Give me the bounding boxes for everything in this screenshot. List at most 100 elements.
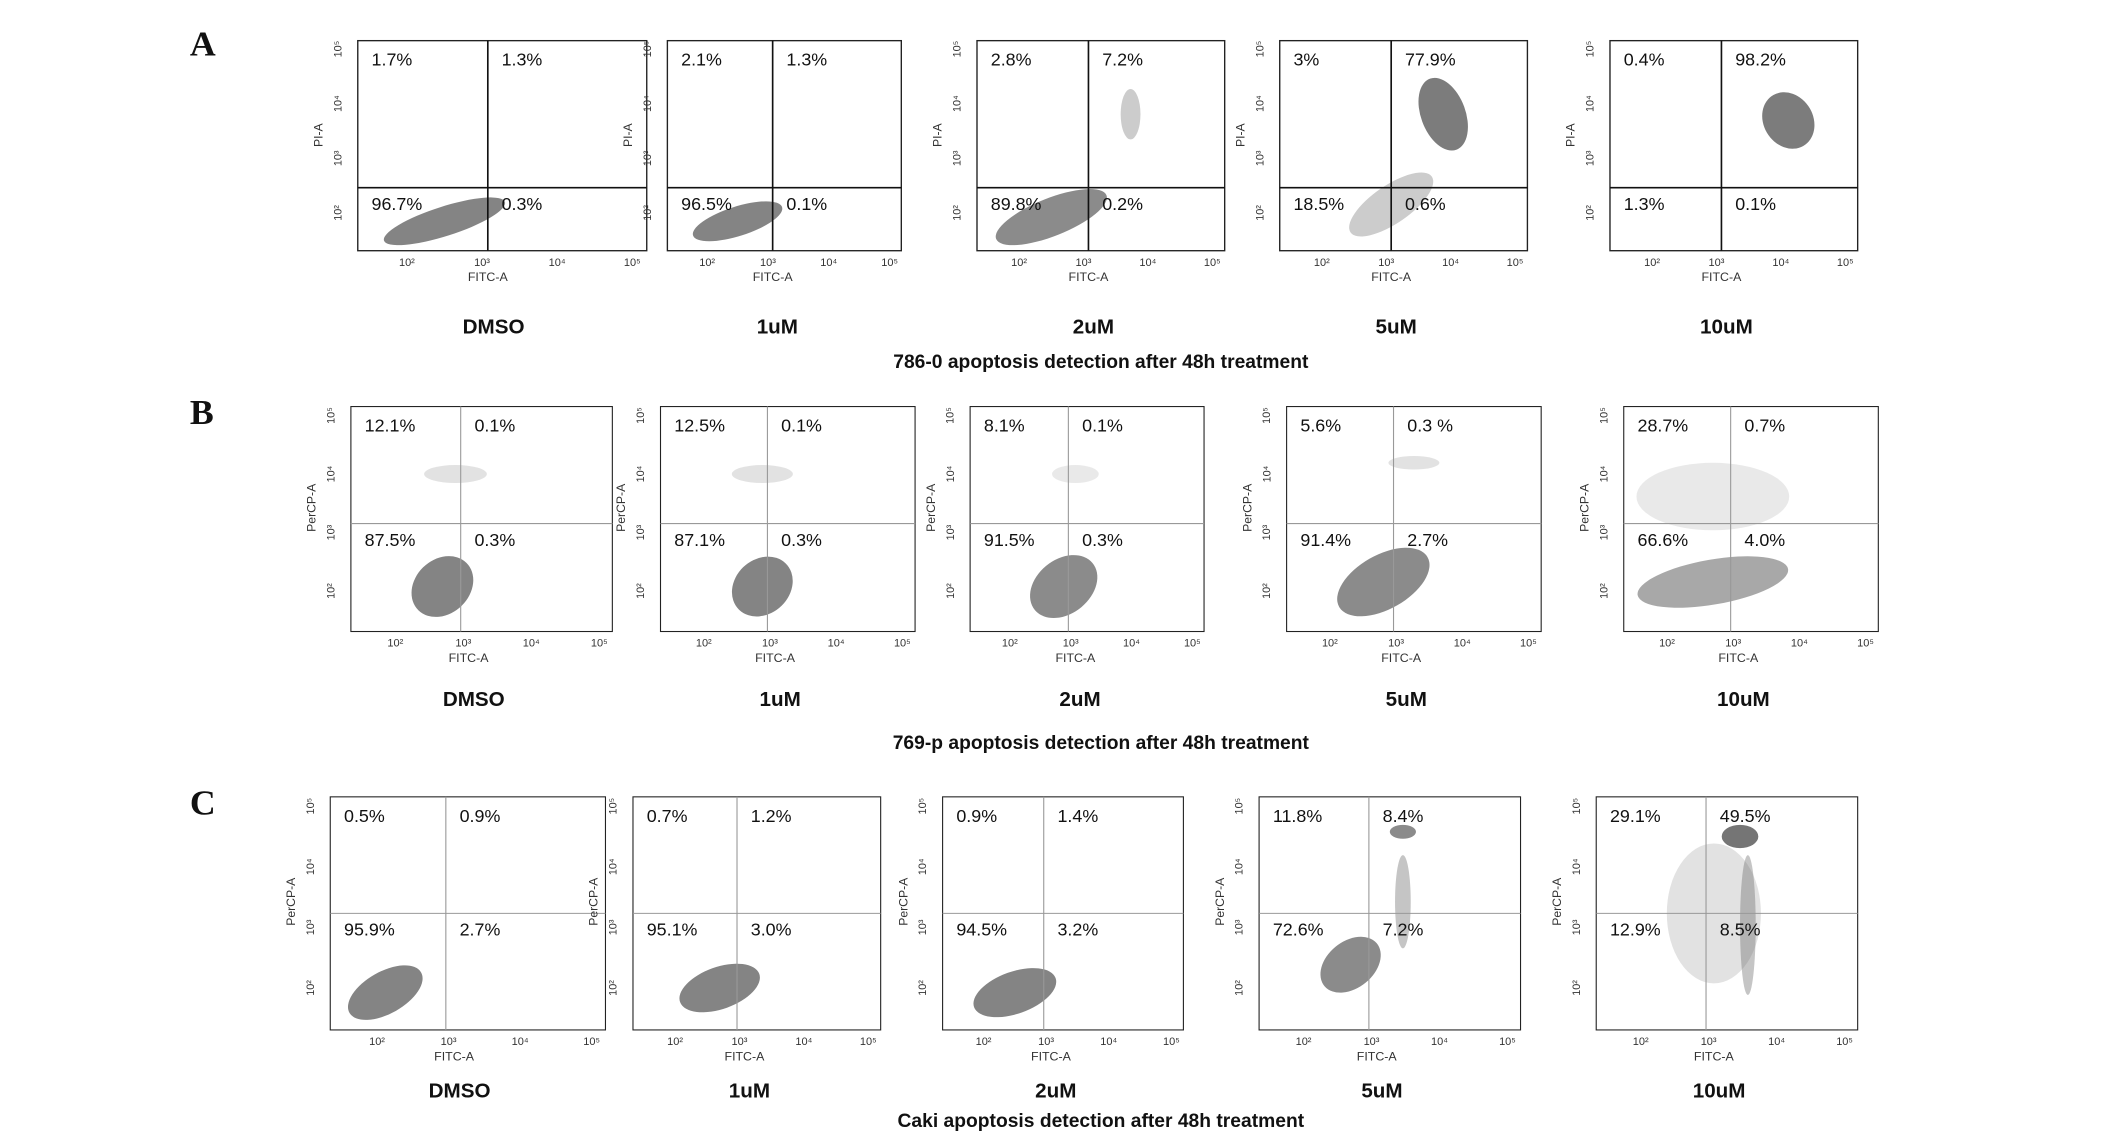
quadrant-percent: 0.4% — [1624, 50, 1665, 70]
quadrant-percent: 28.7% — [1638, 416, 1689, 436]
y-axis-label: PerCP-A — [1550, 877, 1564, 926]
x-tick-label: 10⁵ — [1204, 257, 1221, 269]
y-tick-label: 10² — [1571, 980, 1583, 996]
cell-cluster — [1762, 92, 1815, 149]
cell-cluster — [1395, 855, 1411, 949]
condition-label: 5uM — [1361, 1080, 1402, 1103]
x-tick-label: 10⁴ — [1772, 257, 1789, 269]
y-tick-label: 10⁵ — [305, 798, 317, 815]
y-tick-label: 10⁴ — [1571, 858, 1583, 875]
y-tick-label: 10² — [642, 205, 654, 221]
quadrant-percent: 7.2% — [1102, 50, 1143, 70]
y-tick-label: 10⁵ — [952, 41, 964, 58]
quadrant-percent: 95.9% — [344, 920, 395, 940]
quadrant-percent: 8.5% — [1720, 920, 1761, 940]
x-tick-label: 10² — [1644, 257, 1660, 269]
flow-plot: 0.7% 1.2% 95.1% 3.0% 10² 10² 10³ 10³ 10⁴ 10⁴ 10⁵ 10… — [587, 796, 882, 1103]
y-tick-label: 10⁴ — [608, 858, 620, 875]
y-tick-label: 10⁵ — [1254, 41, 1266, 58]
plot-frame — [666, 39, 903, 252]
quadrant-percent: 0.1% — [474, 416, 515, 436]
cell-cluster — [679, 963, 760, 1013]
y-tick-label: 10⁵ — [325, 407, 337, 424]
quadrant-percent: 12.5% — [674, 416, 725, 436]
quadrant-percent: 11.8% — [1273, 806, 1323, 826]
cell-cluster — [1740, 855, 1756, 995]
x-axis-label: FITC-A — [434, 1049, 475, 1063]
y-tick-label: 10³ — [1261, 524, 1273, 540]
y-tick-label: 10⁵ — [635, 407, 647, 424]
y-axis-label: PerCP-A — [1577, 483, 1591, 532]
x-tick-label: 10³ — [455, 638, 471, 650]
quadrant-percent: 3.2% — [1057, 920, 1098, 940]
x-tick-label: 10⁴ — [1454, 638, 1471, 650]
cell-cluster — [1051, 465, 1099, 484]
x-axis-label: FITC-A — [1357, 1049, 1398, 1063]
condition-label: DMSO — [443, 688, 505, 711]
x-tick-label: 10⁴ — [820, 257, 837, 269]
condition-label: 5uM — [1376, 315, 1417, 338]
panel-caption: 786-0 apoptosis detection after 48h trea… — [893, 352, 1309, 373]
y-tick-label: 10⁵ — [1598, 407, 1610, 424]
y-tick-label: 10⁴ — [1254, 95, 1266, 112]
x-axis-label: FITC-A — [1031, 1049, 1072, 1063]
y-tick-label: 10² — [1234, 980, 1246, 996]
condition-label: 1uM — [760, 688, 801, 711]
quadrant-percent: 95.1% — [647, 920, 698, 940]
x-tick-label: 10² — [1011, 257, 1027, 269]
quadrant-percent: 18.5% — [1293, 194, 1344, 214]
x-tick-label: 10² — [696, 638, 712, 650]
flow-plot: 12.1% 0.1% 87.5% 0.3% 10² 10² 10³ 10³ 10⁴ 10⁴ 10⁵ 1… — [305, 406, 613, 711]
panel-letter: C — [190, 783, 216, 823]
y-tick-label: 10³ — [635, 524, 647, 540]
x-tick-label: 10³ — [1364, 1036, 1380, 1048]
quadrant-percent: 96.5% — [681, 194, 732, 214]
y-axis-label: PerCP-A — [284, 877, 298, 926]
plot-frame — [1279, 39, 1529, 252]
quadrant-percent: 1.4% — [1057, 806, 1098, 826]
y-tick-label: 10² — [1261, 583, 1273, 599]
y-tick-label: 10³ — [1598, 524, 1610, 540]
quadrant-percent: 5.6% — [1300, 416, 1341, 436]
x-tick-label: 10² — [1002, 638, 1018, 650]
flow-plot: 11.8% 8.4% 72.6% 7.2% 10² 10² 10³ 10³ 10⁴ 10⁴ 10⁵ 1… — [1213, 796, 1522, 1103]
x-tick-label: 10⁴ — [795, 1036, 812, 1048]
y-tick-label: 10³ — [325, 524, 337, 540]
x-tick-label: 10² — [387, 638, 403, 650]
quadrant-percent: 1.2% — [751, 806, 792, 826]
x-axis-label: FITC-A — [1694, 1049, 1735, 1063]
y-tick-label: 10³ — [917, 919, 929, 935]
y-tick-label: 10⁵ — [608, 798, 620, 815]
x-tick-label: 10³ — [1388, 638, 1404, 650]
x-tick-label: 10² — [1322, 638, 1338, 650]
y-tick-label: 10⁴ — [945, 465, 957, 482]
condition-label: DMSO — [429, 1080, 491, 1103]
plot-frame — [659, 406, 916, 633]
quadrant-percent: 77.9% — [1405, 50, 1456, 70]
y-tick-label: 10⁴ — [1585, 95, 1597, 112]
condition-label: 1uM — [757, 315, 798, 338]
y-tick-label: 10⁵ — [1571, 798, 1583, 815]
x-axis-label: FITC-A — [725, 1049, 766, 1063]
y-tick-label: 10² — [945, 583, 957, 599]
y-tick-label: 10⁴ — [1261, 465, 1273, 482]
x-tick-label: 10⁵ — [624, 257, 641, 269]
y-tick-label: 10³ — [642, 150, 654, 166]
quadrant-percent: 0.1% — [786, 194, 827, 214]
quadrant-percent: 0.3 % — [1407, 416, 1453, 436]
x-axis-label: FITC-A — [468, 270, 509, 284]
plot-frame — [350, 406, 613, 633]
x-tick-label: 10⁵ — [1499, 1036, 1516, 1048]
cell-cluster — [692, 201, 783, 242]
y-tick-label: 10⁵ — [1585, 41, 1597, 58]
x-tick-label: 10² — [1314, 257, 1330, 269]
cell-cluster — [1388, 456, 1440, 470]
quadrant-percent: 0.9% — [956, 806, 997, 826]
x-tick-label: 10³ — [1076, 257, 1092, 269]
quadrant-percent: 0.1% — [781, 416, 822, 436]
x-axis-label: FITC-A — [1371, 270, 1412, 284]
x-axis-label: FITC-A — [1381, 651, 1422, 665]
cell-cluster — [1418, 77, 1468, 151]
y-tick-label: 10² — [952, 205, 964, 221]
quadrant-percent: 87.5% — [365, 530, 416, 550]
